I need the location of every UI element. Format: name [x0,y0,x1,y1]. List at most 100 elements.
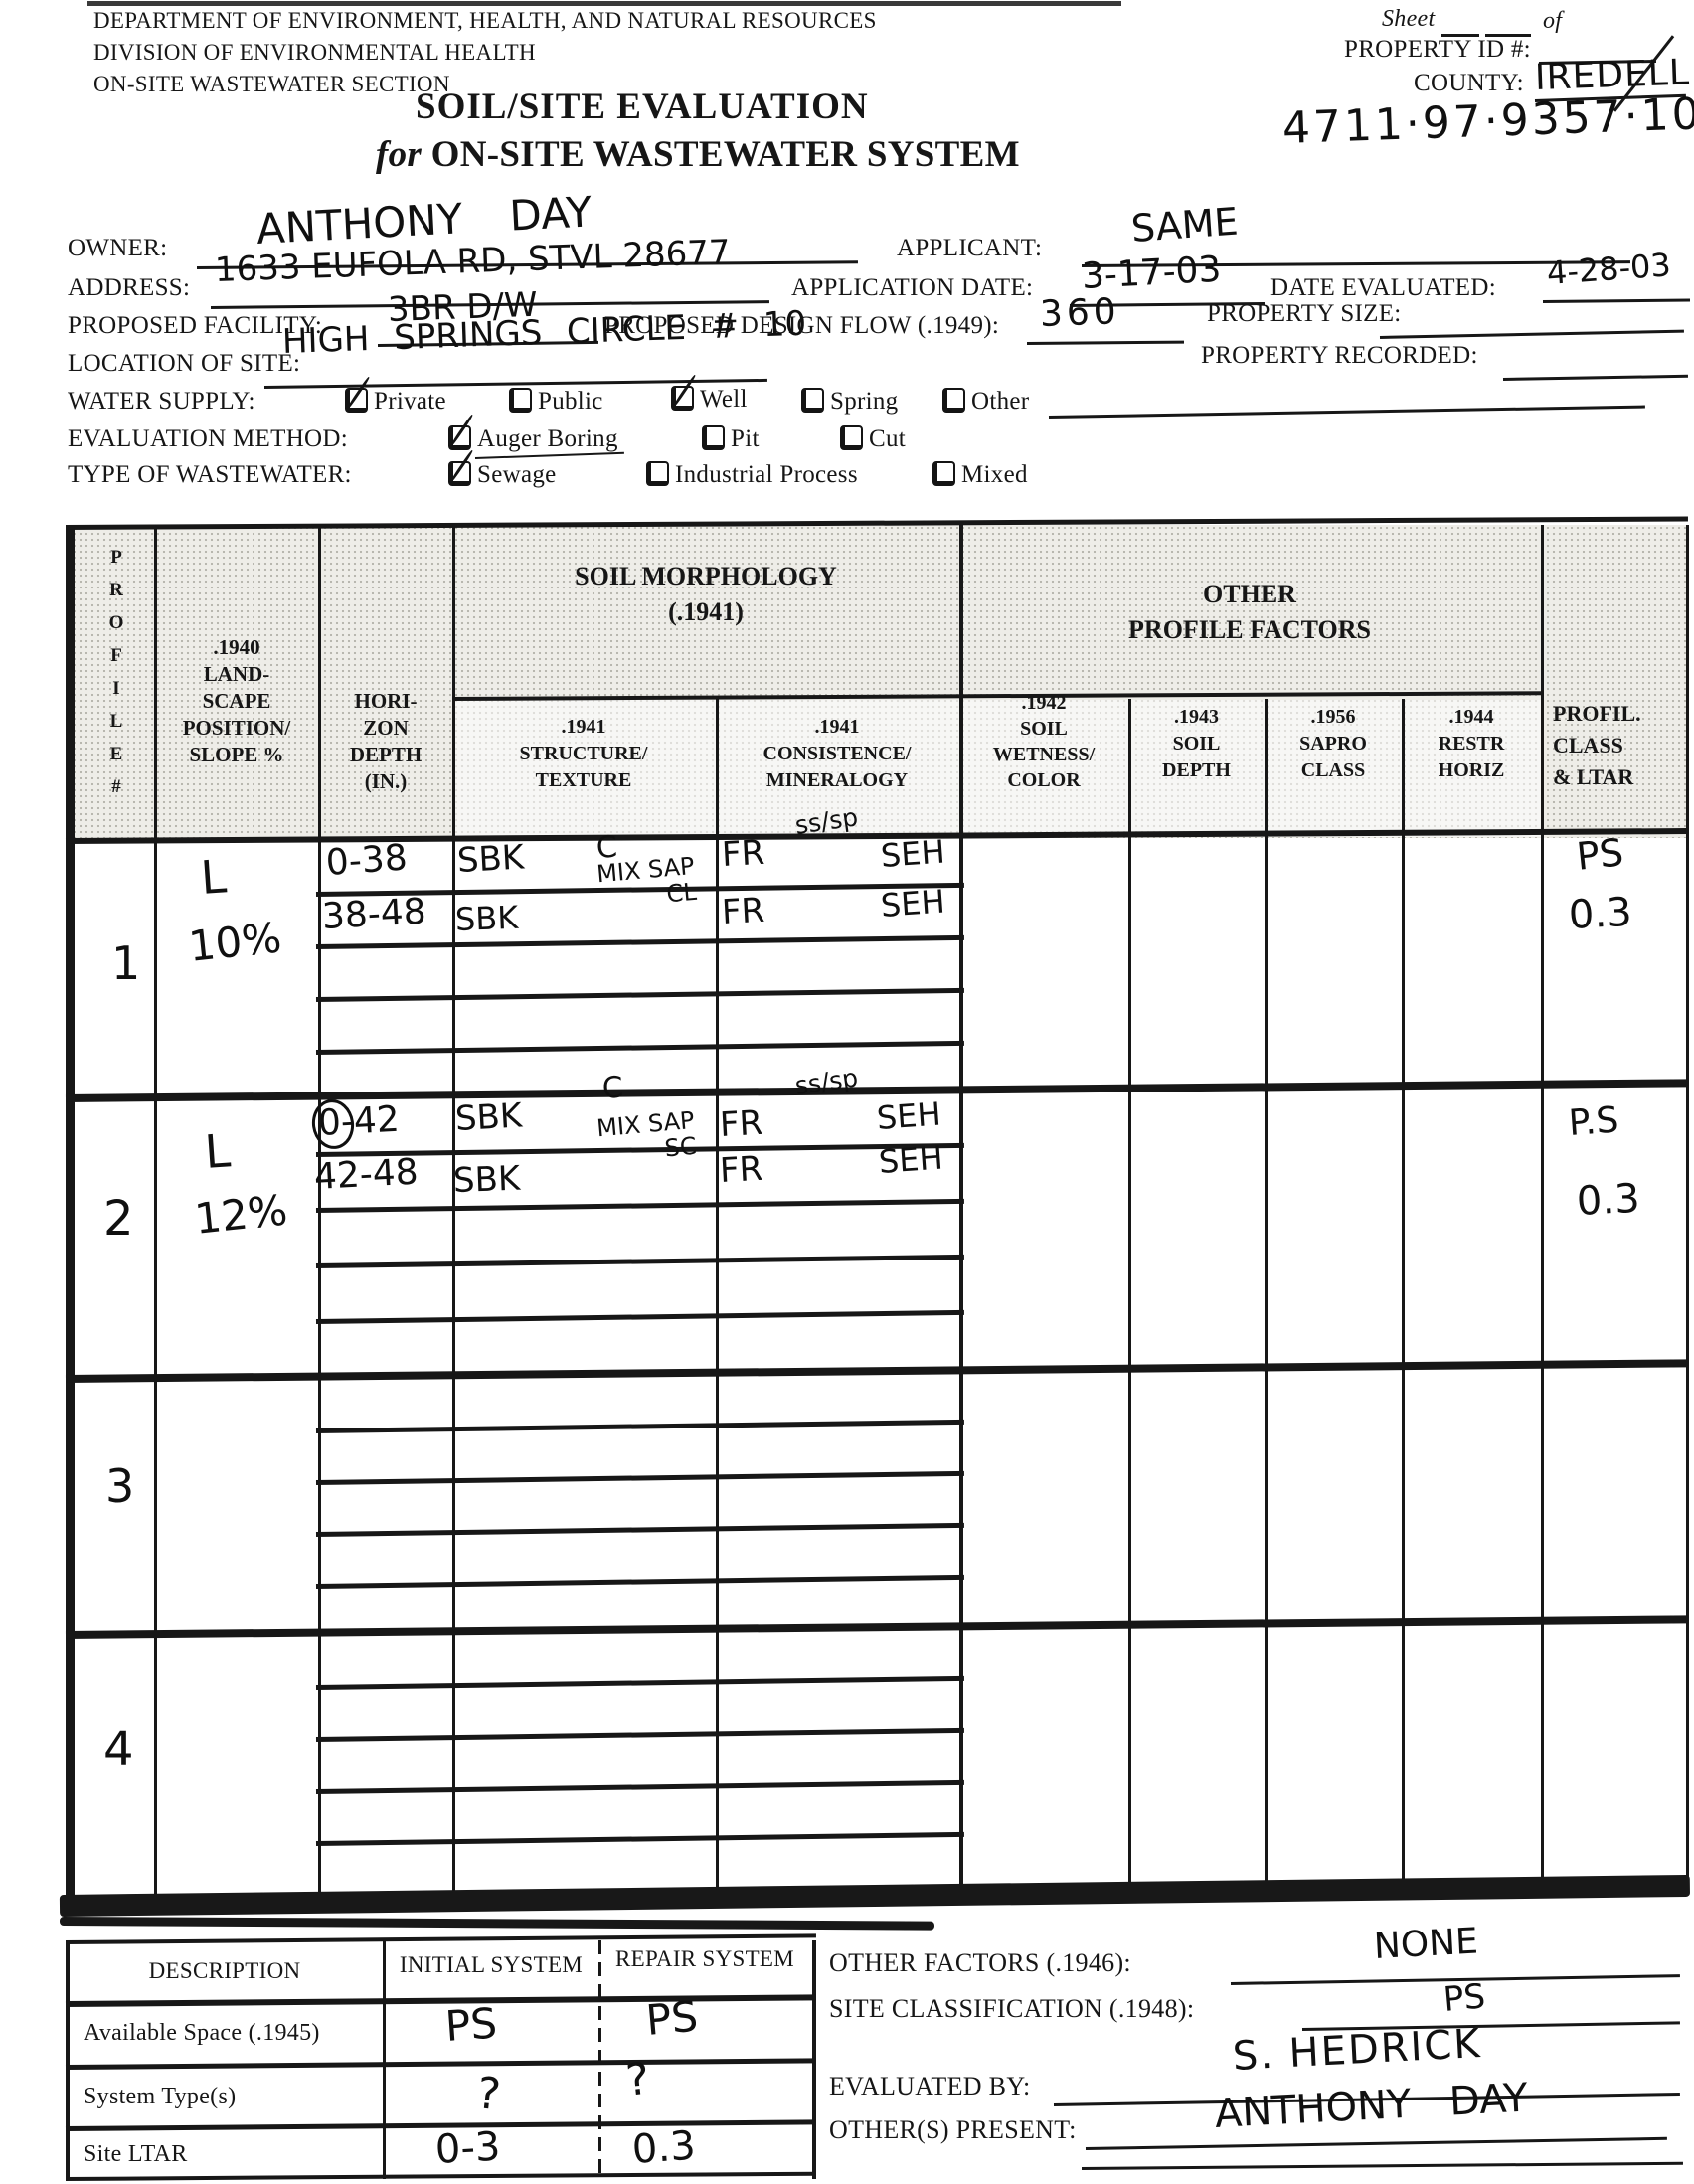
checkbox-public [509,388,532,413]
design-flow-line [1026,340,1185,345]
p1-r2-structure: SBK [454,898,519,938]
table-subheader-lighter [454,700,1541,837]
checkbox-sewage [448,461,471,486]
p1-r1-structure: SBK [455,837,526,881]
property-recorded-line [1502,374,1688,381]
horizon-row-divider [315,1727,964,1742]
table-right-border [1686,525,1689,1894]
county-label: COUNTY: [1414,70,1524,96]
checkbox-cut-label: Cut [869,425,907,452]
checkbox-cut [840,425,863,450]
landscape-header: .1940 LAND- SCAPE POSITION/ SLOPE % [182,635,291,766]
summary-header-divider [65,1994,816,2007]
summary-row-system-types: System Type(s) [84,2084,237,2109]
profile-2-slope: 12% [192,1185,290,1244]
horizon-row-divider [315,1419,964,1433]
title-rest: ON-SITE WASTEWATER SYSTEM [422,134,1020,175]
table-vline [959,525,963,1894]
design-flow-handwriting: 360 [1039,291,1121,335]
p1-r1-cons-a: FR [720,832,766,875]
p1-r1-depth: 0-38 [324,837,409,884]
table-vline [1402,699,1405,1894]
scan-edge-artifact [87,1,1121,6]
checkbox-auger-boring [448,425,471,450]
agency-line-1: DEPARTMENT OF ENVIRONMENT, HEALTH, AND N… [93,8,877,33]
checkbox-industrial-process [646,461,669,486]
checkbox-other [942,388,965,413]
water-supply-label: WATER SUPPLY: [68,388,255,415]
horizon-row-divider [315,1779,964,1794]
applicant-value-handwriting: SAME [1129,199,1240,251]
profile-2-landscape: L [203,1123,233,1179]
checkbox-other-label: Other [971,388,1030,415]
p2-r1-structure: SBK [453,1095,524,1139]
sheet-of-label: of [1543,8,1563,34]
summary-row-available-space: Available Space (.1945) [84,2020,320,2046]
property-size-line [1379,329,1684,339]
profile-separator-3-4 [65,1615,1688,1639]
horizon-row-divider [315,1254,964,1268]
date-evaluated-line [1542,298,1691,303]
location-label: LOCATION OF SITE: [68,350,301,377]
summary-header-description: DESCRIPTION [148,1958,301,1983]
p2-r2-structure: SBK [452,1158,521,1201]
available-space-initial-handwriting: PS [443,1998,499,2051]
footer-stray-line [1081,2161,1683,2170]
evaluated-by-label: EVALUATED BY: [829,2072,1031,2100]
summary-row-site-ltar: Site LTAR [84,2141,188,2167]
property-number-handwriting: 4711·97·9357·10 [1281,88,1694,154]
system-type-initial-handwriting: ? [474,2068,503,2121]
proposed-facility-label: PROPOSED FACILITY: [68,312,323,339]
sheet-blank-line-2 [1485,34,1531,37]
profile-1-slope: 10% [186,913,284,971]
soil-wetness-header: .1942 SOIL WETNESS/ COLOR [992,692,1096,791]
table-left-border [66,525,75,1901]
horizon-row-divider [315,1470,964,1485]
property-recorded-label: PROPERTY RECORDED: [1201,342,1478,369]
table-bottom-bar-2 [59,1917,935,1931]
profile-3-number: 3 [105,1459,135,1513]
profile-separator-2-3 [65,1359,1688,1383]
soil-depth-header: .1943 SOIL DEPTH [1162,706,1231,781]
profile-1-class: PS [1574,830,1626,879]
checkbox-private [345,388,368,413]
consistence-header: .1941 CONSISTENCE/ MINERALOGY [762,716,912,791]
checkbox-mixed-label: Mixed [961,461,1028,488]
address-label: ADDRESS: [68,274,191,301]
available-space-repair-handwriting: PS [643,1991,700,2045]
horizon-row-divider [315,987,964,1002]
other-factors-label: OTHER FACTORS (.1946): [829,1948,1131,1977]
other-profile-factors-group-header: OTHER PROFILE FACTORS [1128,580,1371,644]
table-vline [154,525,157,1894]
checkbox-auger-boring-label: Auger Boring [477,425,618,452]
checkbox-well-label: Well [700,386,748,413]
soil-morphology-group-header: SOIL MORPHOLOGY (.1941) [575,562,837,626]
others-present-label: OTHER(S) PRESENT: [829,2115,1077,2144]
p1-r2-structure-note: MIX SAP CL [595,851,698,909]
profile-2-ltar: 0.3 [1575,1175,1641,1225]
profile-1-number: 1 [111,936,141,990]
checkbox-pit-label: Pit [731,425,760,452]
summary-vline [383,1940,386,2179]
sapro-class-header: .1956 SAPRO CLASS [1299,706,1367,781]
horizon-row-divider [315,1309,964,1324]
p2-r2-cons-b: SEH [877,1138,944,1181]
evaluated-by-handwriting: S. HEDRICK [1231,2020,1483,2080]
wastewater-type-label: TYPE OF WASTEWATER: [68,461,352,488]
title-for-word: for [376,134,423,175]
p1-r2-cons-b: SEH [879,882,946,924]
sheet-label: Sheet [1382,6,1436,32]
p2-r1-cons-a: FR [718,1102,764,1145]
p2-r1-cons-b: SEH [875,1094,942,1137]
date-evaluated-handwriting: 4-28-03 [1545,246,1672,292]
agency-line-3: ON-SITE WASTEWATER SECTION [93,72,450,96]
table-vline [1265,699,1268,1894]
horizon-row-divider [315,1040,964,1055]
horizon-header: HORI- ZON DEPTH (IN.) [349,689,423,793]
horizon-row-divider [315,934,964,949]
table-vline [1128,699,1131,1894]
checkbox-private-label: Private [374,388,446,415]
table-bottom-bar [59,1874,1691,1917]
p1-r2-cons-a: FR [720,890,766,932]
